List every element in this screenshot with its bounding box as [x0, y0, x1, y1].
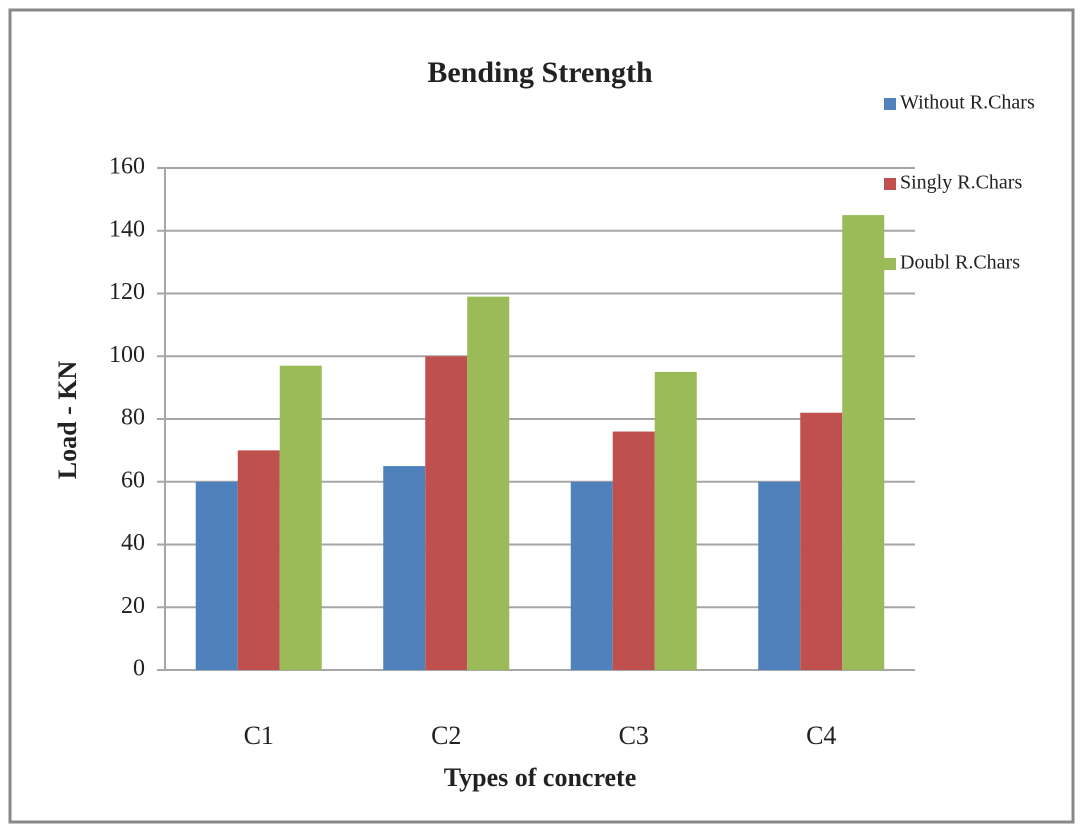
bar — [800, 412, 843, 670]
x-axis-title: Types of concrete — [444, 763, 637, 792]
y-tick-label: 0 — [133, 656, 145, 682]
bar — [842, 215, 885, 670]
bar — [570, 481, 613, 670]
legend-label: Without R.Chars — [900, 92, 1035, 114]
legend-swatch — [884, 258, 896, 270]
y-axis-title: Load - KN — [53, 361, 82, 480]
y-tick-label: 160 — [109, 154, 145, 180]
y-tick-label: 120 — [109, 279, 145, 305]
frame — [8, 8, 1075, 824]
bar — [758, 481, 801, 670]
x-tick-label: C3 — [619, 721, 649, 750]
bar — [237, 450, 280, 670]
bar — [654, 371, 697, 670]
y-tick-label: 140 — [109, 216, 145, 242]
legend-label: Singly R.Chars — [900, 172, 1022, 194]
y-tick-label: 80 — [121, 405, 145, 431]
x-tick-label: C1 — [244, 721, 274, 750]
bar — [425, 356, 468, 670]
x-tick-label: C2 — [431, 721, 461, 750]
chart-title: Bending Strength — [427, 56, 653, 89]
legend-swatch — [884, 178, 896, 190]
bar — [612, 431, 655, 670]
y-tick-label: 100 — [109, 342, 145, 368]
y-tick-label: 60 — [121, 467, 145, 493]
bar — [383, 466, 426, 670]
bar — [195, 481, 238, 670]
legend-label: Doubl R.Chars — [900, 252, 1020, 274]
bar — [279, 365, 322, 670]
y-tick-label: 20 — [121, 593, 145, 619]
bar — [467, 296, 510, 670]
y-tick-label: 40 — [121, 530, 145, 556]
legend-swatch — [884, 98, 896, 110]
x-tick-label: C4 — [806, 721, 836, 750]
